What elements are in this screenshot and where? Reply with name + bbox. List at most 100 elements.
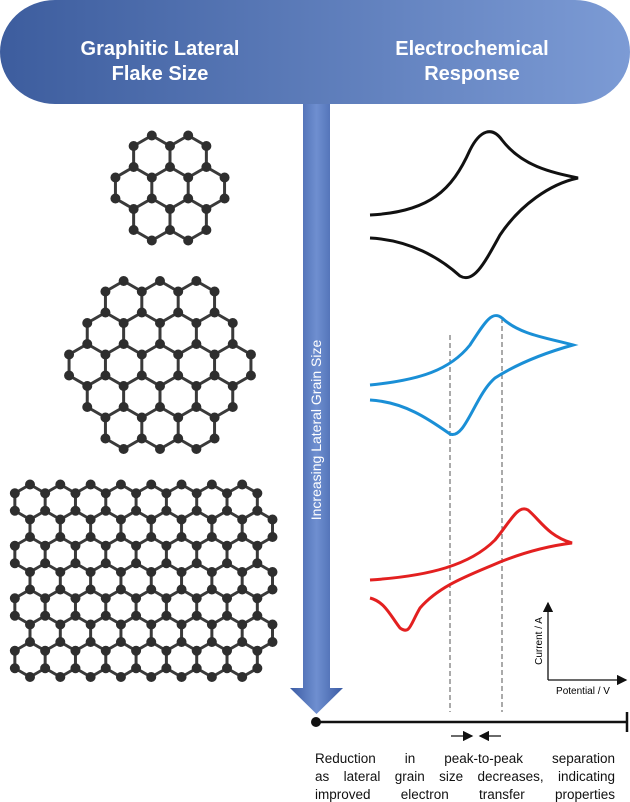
atom <box>82 402 93 412</box>
atom <box>118 444 129 454</box>
atom <box>191 645 202 656</box>
atom <box>40 593 51 604</box>
atom <box>155 276 165 286</box>
atom <box>70 645 81 656</box>
atom <box>237 619 248 630</box>
atom <box>9 593 20 604</box>
atom <box>131 505 142 516</box>
atom <box>206 514 217 525</box>
atom <box>131 488 142 499</box>
atom <box>173 433 184 444</box>
atom <box>100 349 111 360</box>
atom <box>176 532 187 542</box>
atom <box>70 663 81 674</box>
atom <box>115 514 126 525</box>
atom <box>70 540 81 551</box>
atom <box>245 349 256 360</box>
atom <box>64 370 75 381</box>
inset-x-label: Potential / V <box>556 686 610 697</box>
atom <box>82 339 93 349</box>
atom <box>70 610 81 621</box>
atom <box>115 619 126 630</box>
atom <box>161 593 172 604</box>
atom <box>70 558 81 569</box>
atom <box>118 381 129 391</box>
atom <box>115 567 126 577</box>
atom <box>237 567 248 577</box>
atom <box>252 645 263 656</box>
atom <box>209 433 220 444</box>
atom <box>128 204 139 214</box>
atom <box>191 402 202 412</box>
atom <box>128 162 139 172</box>
atom <box>206 532 217 542</box>
atom <box>115 672 126 682</box>
atom <box>70 593 81 604</box>
atom <box>183 172 194 183</box>
atom <box>100 412 111 423</box>
atom <box>85 567 96 577</box>
atom <box>191 663 202 674</box>
arrow-label: Increasing Lateral Grain Size <box>308 340 324 521</box>
atom <box>131 610 142 621</box>
right-title-1: Electrochemical <box>395 38 548 60</box>
inset-y-label: Current / A <box>534 617 545 665</box>
atom <box>70 505 81 516</box>
atom <box>55 479 66 490</box>
atom <box>252 663 263 674</box>
atom <box>40 610 51 621</box>
atom <box>176 637 187 647</box>
atom <box>118 339 129 349</box>
caption-line: Reduction in peak-to-peak separation <box>315 751 615 766</box>
atom <box>9 645 20 656</box>
atom <box>118 318 129 328</box>
cv-curve-blue <box>369 314 579 436</box>
atom <box>85 637 96 647</box>
atom <box>161 505 172 516</box>
atom <box>118 276 129 286</box>
atom <box>146 532 157 542</box>
atom <box>146 235 157 246</box>
atom <box>85 672 96 682</box>
atom <box>191 558 202 569</box>
atom <box>201 204 212 214</box>
atom <box>64 349 75 360</box>
atom <box>136 412 147 423</box>
atom <box>191 339 202 349</box>
atom <box>9 558 20 569</box>
atom <box>252 593 263 604</box>
atom <box>201 141 212 151</box>
atom <box>131 558 142 569</box>
atom <box>191 381 202 391</box>
atom <box>9 488 20 499</box>
atom <box>222 593 233 604</box>
atom <box>206 567 217 577</box>
atom <box>222 610 233 621</box>
atom <box>219 193 230 204</box>
atom <box>252 505 263 516</box>
left-title-1: Graphitic Lateral <box>81 38 240 60</box>
atom <box>227 381 238 391</box>
atom <box>146 130 157 141</box>
atom <box>252 558 263 569</box>
atom <box>191 593 202 604</box>
atom <box>40 488 51 499</box>
atom <box>267 619 278 630</box>
atom <box>237 672 248 682</box>
atom <box>267 514 278 525</box>
atom <box>206 479 217 490</box>
atom <box>128 141 139 151</box>
atom <box>191 610 202 621</box>
atom <box>25 479 35 490</box>
atom <box>183 193 194 204</box>
atom <box>161 663 172 674</box>
atom <box>161 645 172 656</box>
atom <box>40 558 51 569</box>
caption-line: improved electron transfer properties <box>315 787 615 802</box>
atom <box>237 514 248 525</box>
atom <box>245 370 256 381</box>
atom <box>146 479 157 490</box>
atom <box>100 307 111 318</box>
atom <box>161 610 172 621</box>
